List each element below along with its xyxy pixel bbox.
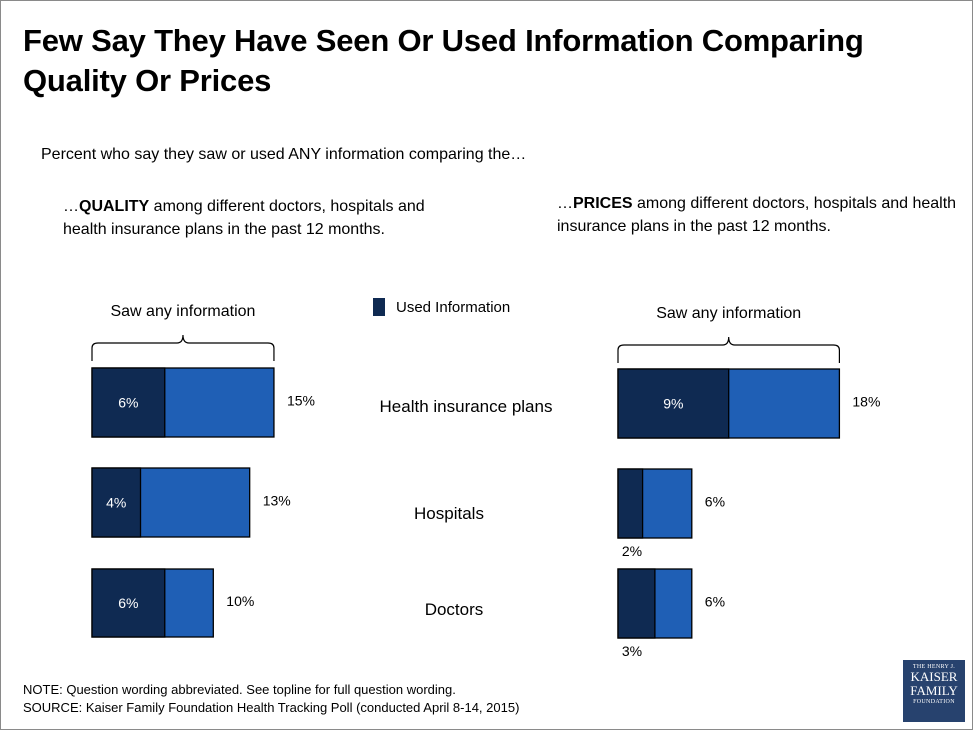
chart-subtitle: Percent who say they saw or used ANY inf… xyxy=(41,146,527,163)
prices-bracket-label: Saw any information xyxy=(656,305,801,322)
category-label-health-insurance-plans: Health insurance plans xyxy=(379,397,553,416)
prices-label-saw-health-insurance-plans: 18% xyxy=(852,394,880,410)
category-label-hospitals: Hospitals xyxy=(414,504,484,523)
prices-label-saw-hospitals: 6% xyxy=(705,494,725,510)
prices-panel-prefix: … xyxy=(557,195,573,212)
prices-label-used-doctors: 3% xyxy=(622,643,642,659)
legend-swatch-used xyxy=(373,298,385,316)
quality-label-used-health-insurance-plans: 6% xyxy=(118,395,138,411)
source-text: SOURCE: Kaiser Family Foundation Health … xyxy=(23,700,520,715)
prices-panel-text: among different doctors, hospitals and h… xyxy=(557,195,957,235)
prices-bar-used-health-insurance-plans xyxy=(617,368,730,439)
prices-bar-used-hospitals xyxy=(617,468,644,539)
prices-label-used-health-insurance-plans: 9% xyxy=(663,396,683,412)
page-title: Few Say They Have Seen Or Used Informati… xyxy=(23,23,864,98)
prices-label-used-hospitals: 2% xyxy=(622,543,642,559)
chart-legend: Used Information xyxy=(373,297,510,317)
quality-label-used-doctors: 6% xyxy=(118,595,138,611)
quality-label-saw-doctors: 10% xyxy=(226,593,254,609)
prices-panel-title: …PRICES among different doctors, hospita… xyxy=(557,192,957,238)
quality-panel-keyword: QUALITY xyxy=(79,198,150,215)
legend-label-used: Used Information xyxy=(396,298,511,316)
note-text: NOTE: Question wording abbreviated. See … xyxy=(23,682,456,697)
quality-bracket-label: Saw any information xyxy=(110,303,255,320)
prices-panel-keyword: PRICES xyxy=(573,195,633,212)
quality-bar-used-doctors xyxy=(91,568,166,638)
quality-bar-used-hospitals xyxy=(91,467,142,538)
prices-bracket xyxy=(617,336,840,363)
quality-panel-prefix: … xyxy=(63,198,79,215)
quality-panel-title: …QUALITY among different doctors, hospit… xyxy=(63,195,463,241)
quality-label-saw-hospitals: 13% xyxy=(263,493,291,509)
category-label-doctors: Doctors xyxy=(424,600,484,619)
quality-bracket xyxy=(91,334,275,361)
prices-label-saw-doctors: 6% xyxy=(705,594,725,610)
kff-logo: THE HENRY J. KAISER FAMILY FOUNDATION xyxy=(903,660,965,722)
prices-bar-used-doctors xyxy=(617,568,656,639)
quality-panel-text: among different doctors, hospitals and h… xyxy=(63,198,425,238)
logo-line-3: FAMILY xyxy=(910,683,958,698)
logo-line-2: KAISER xyxy=(910,669,958,684)
logo-line-4: FOUNDATION xyxy=(913,699,955,705)
quality-bar-used-health-insurance-plans xyxy=(91,367,166,438)
logo-line-1: THE HENRY J. xyxy=(912,664,956,670)
quality-label-saw-health-insurance-plans: 15% xyxy=(287,393,315,409)
quality-label-used-hospitals: 4% xyxy=(106,495,126,511)
